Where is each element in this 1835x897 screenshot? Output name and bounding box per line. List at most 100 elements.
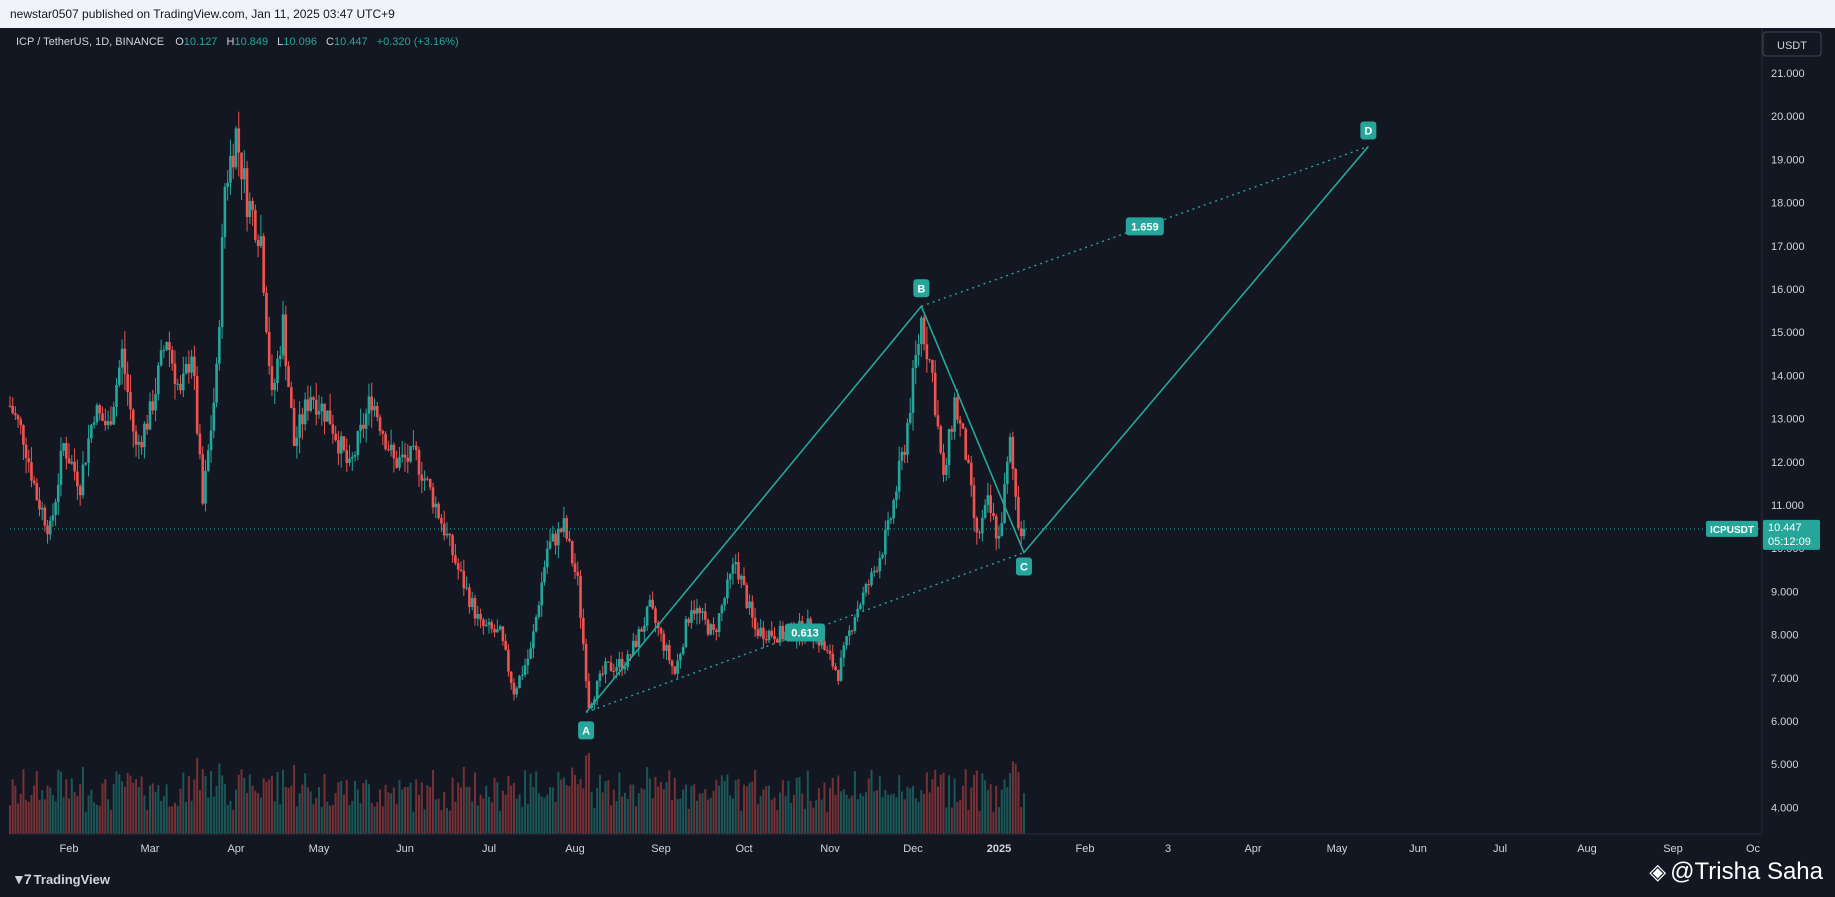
candle-body bbox=[540, 582, 544, 606]
candle-body bbox=[551, 533, 555, 542]
price-tag bbox=[1763, 519, 1820, 550]
volume-bar bbox=[27, 801, 30, 834]
volume-bar bbox=[532, 787, 535, 834]
volume-bar bbox=[460, 787, 462, 834]
volume-bar bbox=[87, 795, 90, 834]
candle-body bbox=[662, 633, 666, 651]
time-axis[interactable]: Feb Mar Apr May Jun Jul Aug Sep Oct Nov Dec 2025 Feb… bbox=[60, 843, 1761, 855]
volume-bar bbox=[304, 773, 307, 834]
volume-bar bbox=[1020, 807, 1023, 834]
candle-body bbox=[104, 420, 107, 426]
price-scale[interactable]: 21.000 20.000 19.000 18.000 17.000 16.000 15.0… bbox=[1771, 68, 1805, 814]
candle-body bbox=[634, 640, 638, 647]
candle-body bbox=[967, 459, 970, 463]
currency-button[interactable] bbox=[1762, 31, 1822, 57]
volume-bar bbox=[223, 784, 226, 834]
volume-bar bbox=[698, 793, 701, 834]
candle-body bbox=[56, 484, 60, 503]
tradingview-logo[interactable]: ▼7 TradingView bbox=[12, 871, 110, 887]
volume-bar bbox=[707, 799, 710, 834]
volume-bar bbox=[235, 789, 237, 834]
candle-body bbox=[22, 425, 25, 445]
volume-bar bbox=[557, 771, 560, 834]
volume-bar bbox=[381, 806, 384, 834]
volume-bar bbox=[409, 782, 412, 834]
volume-bar bbox=[1011, 761, 1014, 834]
candle-body bbox=[853, 617, 857, 631]
volume-bar bbox=[476, 805, 479, 834]
candle-body bbox=[651, 599, 654, 609]
candle-body bbox=[709, 624, 713, 635]
candle-body bbox=[320, 403, 324, 412]
volume-bar bbox=[196, 757, 199, 834]
candle-body bbox=[456, 563, 460, 570]
volume-bar bbox=[440, 810, 443, 834]
candle-body bbox=[668, 645, 671, 661]
candle-body bbox=[476, 614, 480, 619]
volume-bar bbox=[501, 790, 504, 834]
volume-bar bbox=[831, 777, 834, 834]
xabcd-pattern[interactable]: A B C D 0.613 1.659 bbox=[578, 121, 1377, 740]
volume-bar bbox=[737, 778, 740, 834]
candle-body bbox=[24, 444, 28, 459]
candle-body bbox=[240, 152, 243, 180]
candle-body bbox=[629, 654, 632, 656]
candle-body bbox=[84, 462, 88, 465]
candle-body bbox=[459, 569, 463, 571]
price-chart[interactable]: A B C D 0.613 1.659 21.000 20.000 19.000 18.000 1… bbox=[0, 28, 1835, 866]
candle-body bbox=[825, 649, 829, 652]
volume-bar bbox=[454, 801, 457, 834]
candle-body bbox=[501, 626, 505, 641]
volume-bar bbox=[654, 776, 657, 834]
volume-bar bbox=[731, 798, 734, 834]
candle-body bbox=[281, 314, 285, 356]
candle-body bbox=[90, 424, 93, 439]
volume-bar bbox=[38, 799, 41, 834]
volume-bar bbox=[931, 779, 934, 834]
volume-bar bbox=[482, 798, 485, 834]
volume-bar bbox=[867, 778, 870, 834]
time-label-19: Sep bbox=[1663, 843, 1683, 855]
volume-bar bbox=[76, 795, 79, 834]
candle-body bbox=[526, 658, 530, 666]
volume-bar bbox=[637, 793, 640, 834]
candle-body bbox=[612, 670, 616, 672]
symbol-tag-text: ICPUSDT bbox=[1710, 525, 1754, 536]
candle-body bbox=[265, 292, 268, 333]
candle-body bbox=[350, 456, 354, 459]
ratio-bd-badge bbox=[1125, 217, 1164, 236]
candle-body bbox=[504, 640, 507, 650]
volume-bar bbox=[437, 798, 440, 834]
volume-bar bbox=[579, 779, 582, 834]
volume-bar bbox=[367, 784, 370, 834]
candle-body bbox=[920, 317, 923, 345]
candle-body bbox=[465, 587, 468, 589]
candle-body bbox=[695, 608, 699, 614]
volume-bar bbox=[115, 771, 118, 834]
candle-body bbox=[509, 671, 513, 683]
volume-bar bbox=[326, 801, 329, 834]
legend-close-label: C bbox=[326, 36, 334, 48]
volume-bar bbox=[590, 791, 593, 834]
publish-bar: newstar0507 published on TradingView.com… bbox=[0, 0, 1835, 28]
candle-body bbox=[303, 399, 307, 425]
candle-body bbox=[400, 454, 404, 458]
candle-body bbox=[229, 155, 232, 183]
volume-bar bbox=[140, 776, 143, 834]
bd-dotted-line bbox=[921, 145, 1369, 307]
diamond-logo-icon: ◈ bbox=[1649, 859, 1667, 884]
candle-body bbox=[98, 405, 102, 414]
volume-bar bbox=[903, 799, 906, 834]
volume-bar bbox=[953, 778, 956, 834]
volume-bar bbox=[418, 794, 420, 834]
candle-body bbox=[548, 541, 552, 549]
volume-bar bbox=[232, 809, 235, 834]
volume-bar bbox=[618, 772, 621, 834]
volume-bar bbox=[312, 804, 315, 834]
candle-body bbox=[179, 383, 182, 391]
watermark-text: @Trisha Saha bbox=[1670, 858, 1823, 885]
volume-bar bbox=[345, 779, 348, 834]
volume-bar bbox=[420, 782, 423, 834]
candle-body bbox=[32, 480, 36, 484]
candle-body bbox=[886, 520, 890, 530]
